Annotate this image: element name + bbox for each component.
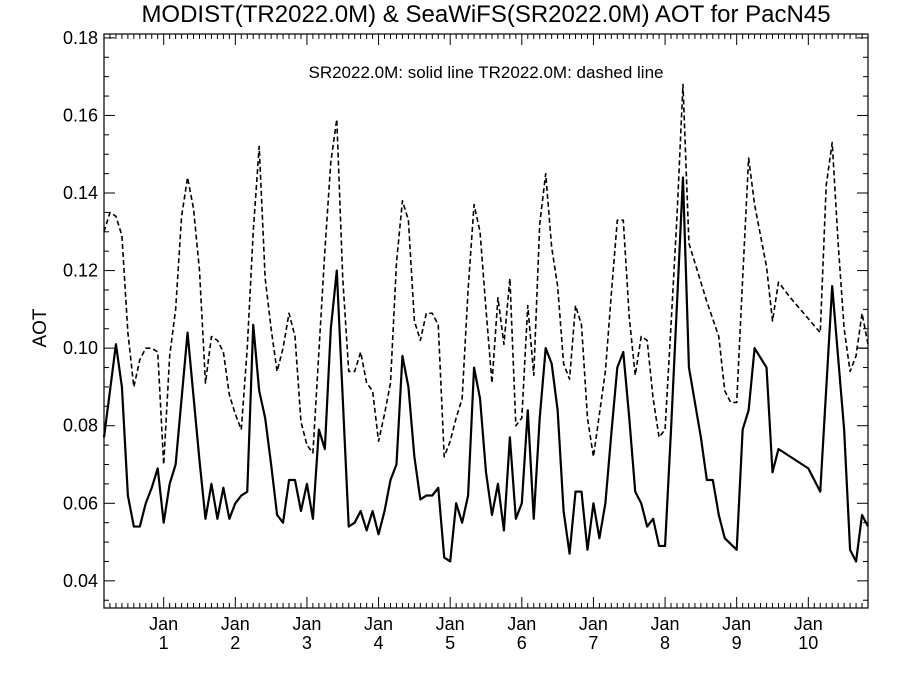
x-tick-label-month: Jan bbox=[507, 614, 536, 634]
x-tick-label-month: Jan bbox=[651, 614, 680, 634]
x-tick-label-year: 4 bbox=[374, 633, 384, 653]
x-tick-label-month: Jan bbox=[364, 614, 393, 634]
plot-border bbox=[103, 33, 869, 609]
x-tick-label-year: 3 bbox=[302, 633, 312, 653]
y-tick-label: 0.12 bbox=[63, 261, 98, 281]
y-tick-label: 0.08 bbox=[63, 416, 98, 436]
x-tick-label-year: 5 bbox=[445, 633, 455, 653]
x-tick-label-year: 7 bbox=[588, 633, 598, 653]
x-tick-label-month: Jan bbox=[579, 614, 608, 634]
y-tick-label: 0.18 bbox=[63, 28, 98, 48]
x-tick-label-year: 2 bbox=[230, 633, 240, 653]
series-group bbox=[102, 83, 869, 563]
series-tr2022-dashed-line bbox=[103, 83, 869, 466]
plot-frame bbox=[103, 33, 869, 609]
x-tick-label-year: 6 bbox=[517, 633, 527, 653]
chart-title: MODIST(TR2022.0M) & SeaWiFS(SR2022.0M) A… bbox=[141, 1, 830, 28]
x-tick-label-year: 9 bbox=[732, 633, 742, 653]
x-axis: Jan1Jan2Jan3Jan4Jan5Jan6Jan7Jan8Jan9Jan1… bbox=[103, 34, 869, 653]
line-style-note: SR2022.0M: solid line TR2022.0M: dashed … bbox=[308, 63, 663, 82]
x-tick-label-year: 1 bbox=[159, 633, 169, 653]
x-tick-label-month: Jan bbox=[722, 614, 751, 634]
x-tick-label-month: Jan bbox=[436, 614, 465, 634]
x-tick-label-year: 10 bbox=[798, 633, 818, 653]
y-tick-label: 0.16 bbox=[63, 105, 98, 125]
y-tick-label: 0.06 bbox=[63, 493, 98, 513]
x-tick-label-month: Jan bbox=[221, 614, 250, 634]
y-axis-label: AOT bbox=[30, 308, 51, 347]
y-tick-label: 0.14 bbox=[63, 183, 98, 203]
x-tick-label-month: Jan bbox=[149, 614, 178, 634]
x-tick-label-month: Jan bbox=[292, 614, 321, 634]
y-tick-label: 0.10 bbox=[63, 338, 98, 358]
x-tick-label-year: 8 bbox=[660, 633, 670, 653]
y-tick-label: 0.04 bbox=[63, 571, 98, 591]
y-axis: 0.04 0.06 0.08 0.10 0.12 0.14 0.16 0.18 bbox=[63, 28, 868, 601]
x-tick-label-month: Jan bbox=[794, 614, 823, 634]
series-sr2022-solid-line bbox=[102, 176, 869, 563]
